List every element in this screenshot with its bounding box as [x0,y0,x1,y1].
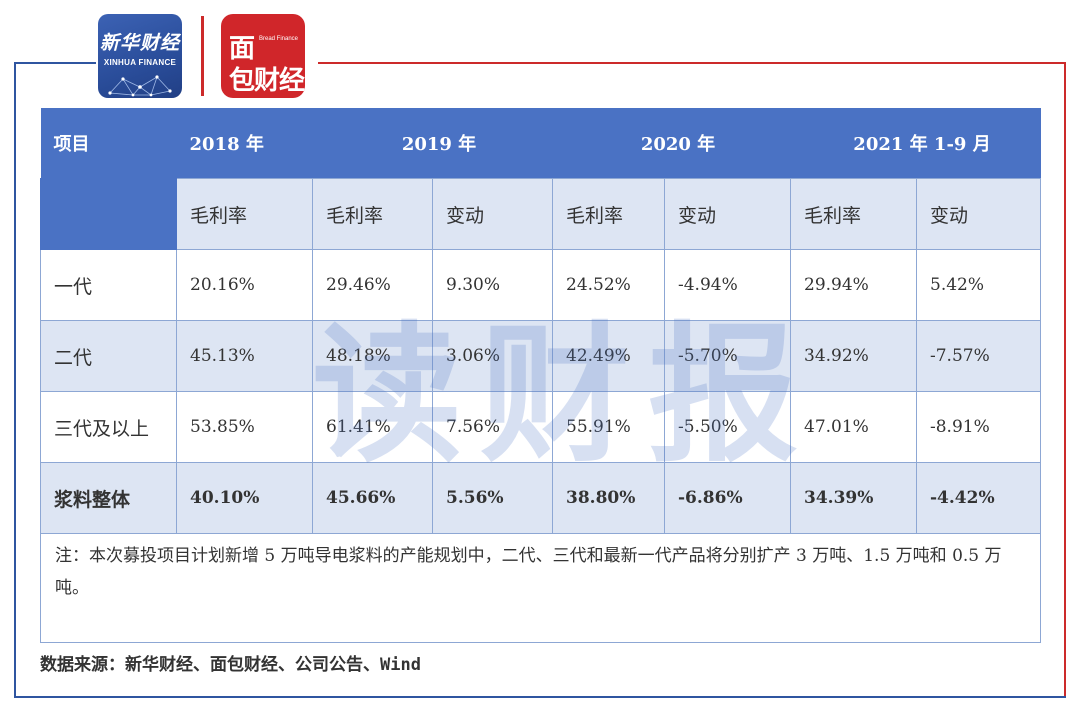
frame-left-line [14,62,16,698]
table-row-gen3: 三代及以上 53.85% 61.41% 7.56% 55.91% -5.50% … [40,391,1042,463]
table-cell: 45.66% [312,462,433,534]
xinhua-logo-cn: 新华财经 [99,32,180,54]
table-cell: 20.16% [176,249,313,321]
data-source: 数据来源：新华财经、面包财经、公司公告、Wind [40,655,421,675]
table-cell: -4.42% [915,462,1042,534]
logo-separator [201,16,204,96]
table-cell: 29.46% [312,249,433,321]
table-row-gen2: 二代 45.13% 48.18% 3.06% 42.49% -5.70% 34.… [40,320,1042,392]
row-label: 一代 [40,249,177,321]
table-row-overall: 浆料整体 40.10% 45.66% 5.56% 38.80% -6.86% 3… [40,462,1042,534]
table-cell: 53.85% [176,391,313,463]
network-icon [108,75,172,97]
table-note: 注：本次募投项目计划新增 5 万吨导电浆料的产能规划中，二代、三代和最新一代产品… [39,533,1042,643]
frame-top-left-line [14,62,96,64]
table-cell: 48.18% [312,320,433,392]
table-cell: 42.49% [552,320,665,392]
row-label: 三代及以上 [40,391,177,463]
header-2018: 2018 年 [176,108,313,179]
table-cell: 61.41% [312,391,433,463]
subheader-cell: 变动 [432,178,553,250]
table-cell: 29.94% [790,249,917,321]
table-header-row: 项目 2018 年 2019 年 2020 年 2021 年 1-9 月 [40,108,1041,179]
table-cell: 3.06% [432,320,553,392]
table-cell: 34.39% [790,462,917,534]
row-label: 二代 [40,320,177,392]
table-cell: 45.13% [176,320,313,392]
table-note-row: 注：本次募投项目计划新增 5 万吨导电浆料的产能规划中，二代、三代和最新一代产品… [39,533,1042,643]
xinhua-finance-logo: 新华财经 XINHUA FINANCE [98,14,182,98]
header-2021: 2021 年 1-9 月 [790,108,1041,179]
subheader-cell: 毛利率 [176,178,313,250]
subheader-cell: 毛利率 [790,178,917,250]
table-cell: 5.56% [432,462,553,534]
table-cell: -8.91% [915,391,1042,463]
table-cell: 7.56% [432,391,553,463]
subheader-blank [40,178,177,250]
table-cell: 40.10% [176,462,313,534]
table-cell: 5.42% [915,249,1042,321]
table-cell: -6.86% [664,462,791,534]
table-cell: -7.57% [915,320,1042,392]
table-cell: 24.52% [552,249,665,321]
table-row-gen1: 一代 20.16% 29.46% 9.30% 24.52% -4.94% 29.… [40,249,1042,321]
mianbao-logo-bottom: 包财经 [229,66,305,96]
table-cell: -5.50% [664,391,791,463]
header-2019: 2019 年 [312,108,553,179]
subheader-cell: 毛利率 [552,178,665,250]
gross-margin-table: 项目 2018 年 2019 年 2020 年 2021 年 1-9 月 毛利率… [39,108,1042,643]
table-cell: 47.01% [790,391,917,463]
mianbao-finance-logo: 面 Bread Finance 包财经 [221,14,305,98]
table-cell: -5.70% [664,320,791,392]
frame-bottom-line [14,696,1066,698]
frame-right-line [1064,62,1066,698]
subheader-cell: 变动 [915,178,1042,250]
table-cell: -4.94% [664,249,791,321]
row-label: 浆料整体 [40,462,177,534]
frame-top-right-line [318,62,1066,64]
mianbao-logo-top: 面 [229,34,256,64]
header-item: 项目 [40,108,177,179]
header-2020: 2020 年 [552,108,791,179]
gross-margin-table-container: 项目 2018 年 2019 年 2020 年 2021 年 1-9 月 毛利率… [39,108,1042,643]
xinhua-logo-en: XINHUA FINANCE [103,58,177,67]
subheader-cell: 变动 [664,178,791,250]
table-cell: 55.91% [552,391,665,463]
mianbao-logo-sub: Bread Finance [259,36,299,42]
subheader-cell: 毛利率 [312,178,433,250]
table-cell: 38.80% [552,462,665,534]
table-subheader-row: 毛利率 毛利率 变动 毛利率 变动 毛利率 变动 [40,178,1042,250]
table-cell: 9.30% [432,249,553,321]
table-cell: 34.92% [790,320,917,392]
